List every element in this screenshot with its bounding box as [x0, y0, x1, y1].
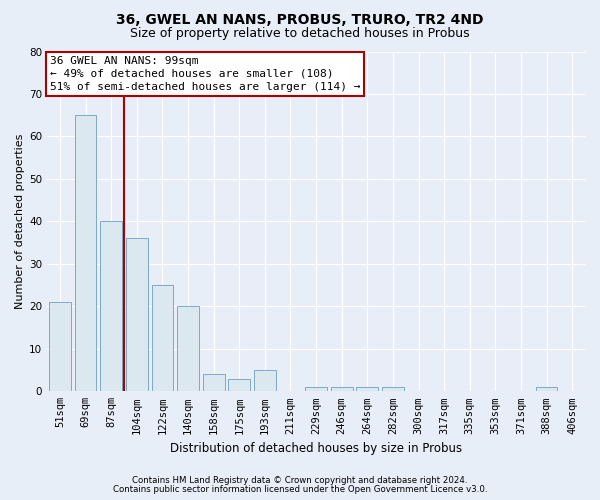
Bar — [536, 387, 557, 392]
Bar — [177, 306, 199, 392]
Bar — [331, 387, 353, 392]
Bar — [126, 238, 148, 392]
Bar — [49, 302, 71, 392]
Bar — [229, 378, 250, 392]
Bar — [152, 285, 173, 392]
Text: Contains public sector information licensed under the Open Government Licence v3: Contains public sector information licen… — [113, 485, 487, 494]
Text: Size of property relative to detached houses in Probus: Size of property relative to detached ho… — [130, 28, 470, 40]
Bar — [382, 387, 404, 392]
Y-axis label: Number of detached properties: Number of detached properties — [15, 134, 25, 309]
Bar — [356, 387, 378, 392]
Bar — [254, 370, 276, 392]
Text: Contains HM Land Registry data © Crown copyright and database right 2024.: Contains HM Land Registry data © Crown c… — [132, 476, 468, 485]
Text: 36, GWEL AN NANS, PROBUS, TRURO, TR2 4ND: 36, GWEL AN NANS, PROBUS, TRURO, TR2 4ND — [116, 12, 484, 26]
Bar — [74, 115, 97, 392]
Text: 36 GWEL AN NANS: 99sqm
← 49% of detached houses are smaller (108)
51% of semi-de: 36 GWEL AN NANS: 99sqm ← 49% of detached… — [50, 56, 360, 92]
Bar — [305, 387, 327, 392]
Bar — [100, 222, 122, 392]
X-axis label: Distribution of detached houses by size in Probus: Distribution of detached houses by size … — [170, 442, 462, 455]
Bar — [203, 374, 224, 392]
